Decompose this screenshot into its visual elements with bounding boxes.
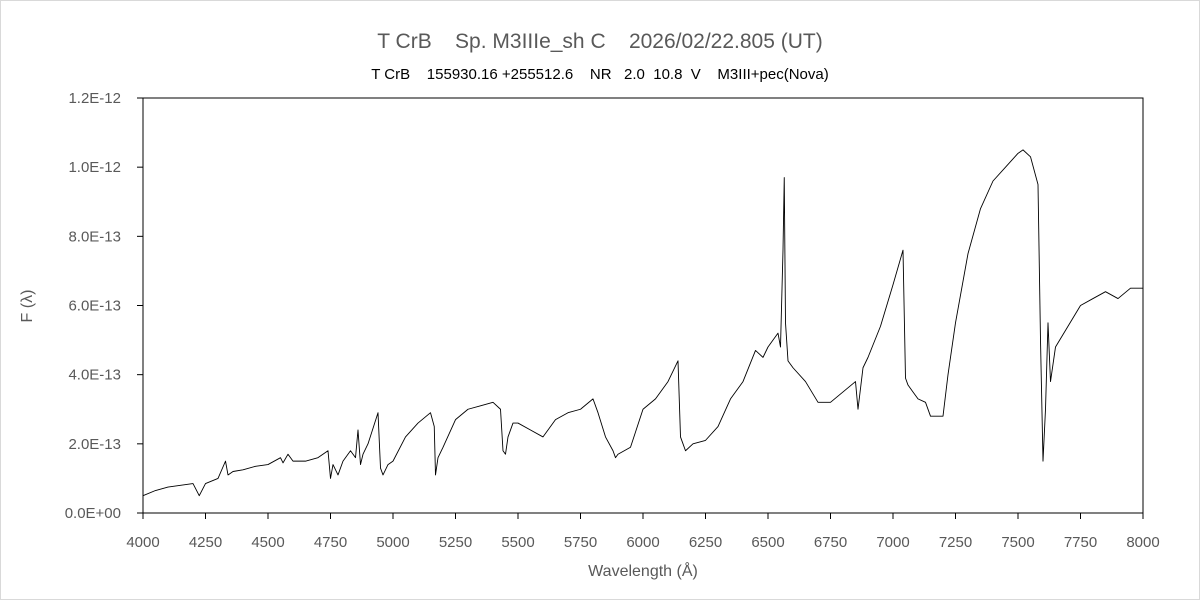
y-tick-label: 8.0E-13 (68, 228, 121, 245)
x-tick-label: 8000 (1126, 534, 1159, 551)
y-axis-ticks: 0.0E+00 2.0E-13 4.0E-13 6.0E-13 8.0E-13 1.0E-… (65, 90, 143, 522)
x-tick-label: 5500 (501, 534, 534, 551)
x-tick-label: 5250 (439, 534, 472, 551)
x-tick-label: 5750 (564, 534, 597, 551)
spectrum-line (142, 149, 1143, 497)
x-tick-label: 4000 (126, 534, 159, 551)
x-tick-label: 4250 (189, 534, 222, 551)
y-tick-label: 4.0E-13 (68, 367, 121, 384)
x-tick-label: 6250 (689, 534, 722, 551)
y-tick-label: 1.2E-12 (68, 90, 121, 107)
x-tick-label: 6000 (626, 534, 659, 551)
y-tick-label: 0.0E+00 (65, 505, 121, 522)
x-tick-label: 6500 (751, 534, 784, 551)
x-tick-label: 4500 (251, 534, 284, 551)
x-tick-label: 7000 (876, 534, 909, 551)
x-axis-label: Wavelength (Å) (588, 563, 698, 580)
x-axis-ticks: 4000 4250 4500 4750 5000 5250 5500 5750 6000 6250… (126, 513, 1160, 551)
x-tick-label: 7750 (1064, 534, 1097, 551)
x-tick-label: 5000 (376, 534, 409, 551)
x-tick-label: 7250 (939, 534, 972, 551)
y-tick-label: 2.0E-13 (68, 436, 121, 453)
x-tick-label: 6750 (814, 534, 847, 551)
x-tick-label: 7500 (1001, 534, 1034, 551)
x-tick-label: 4750 (314, 534, 347, 551)
y-tick-label: 6.0E-13 (68, 298, 121, 315)
plot-area-border (142, 97, 1144, 514)
y-tick-label: 1.0E-12 (68, 159, 121, 176)
chart-subtitle: T CrB 155930.16 +255512.6 NR 2.0 10.8 V … (371, 66, 829, 83)
chart-title: T CrB Sp. M3IIIe_sh C 2026/02/22.805 (UT… (377, 30, 823, 53)
